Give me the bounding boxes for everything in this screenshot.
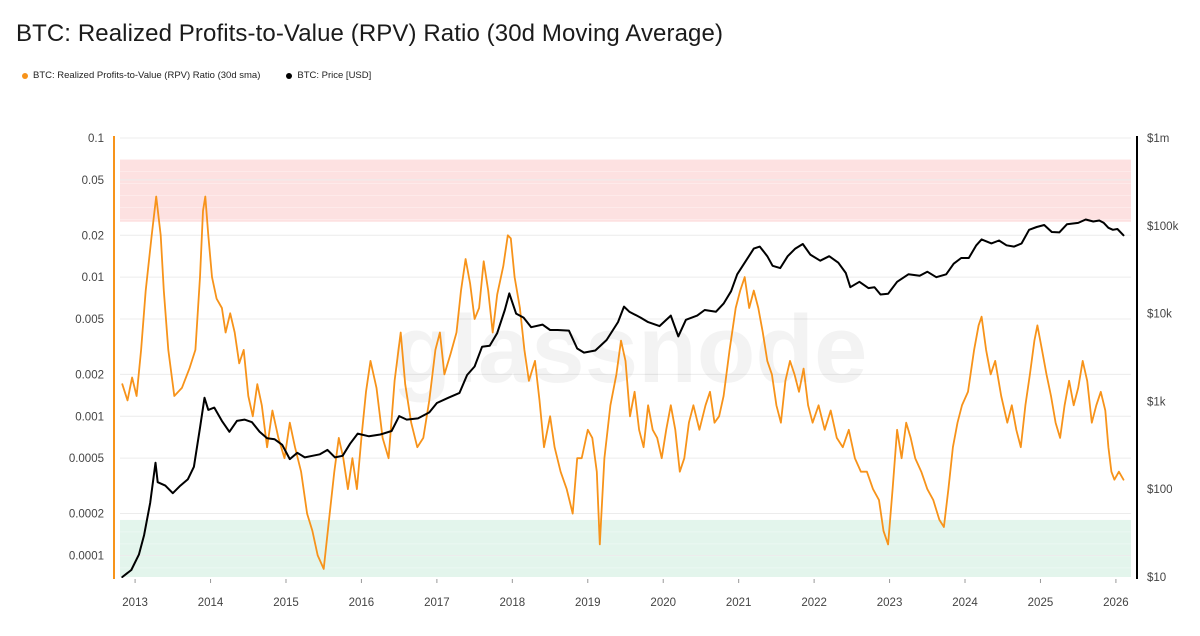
legend-label-rpv: BTC: Realized Profits-to-Value (RPV) Rat… (33, 70, 261, 81)
chart-title: BTC: Realized Profits-to-Value (RPV) Rat… (16, 20, 724, 47)
right-axis-tick-label: $10k (1147, 309, 1172, 321)
zone-low (120, 519, 1131, 577)
left-axis-tick-label: 0.01 (82, 272, 104, 284)
left-axis-tick-label: 0.001 (75, 411, 104, 423)
left-axis-tick-label: 0.1 (88, 133, 104, 145)
x-axis-tick-label: 2024 (952, 597, 978, 609)
right-axis-tick-label: $100 (1147, 484, 1173, 496)
x-axis-tick-label: 2023 (877, 597, 903, 609)
x-axis-tick-label: 2019 (575, 597, 601, 609)
left-axis-tick-label: 0.0002 (69, 509, 104, 521)
x-axis-tick-label: 2025 (1028, 597, 1054, 609)
right-axis-tick-label: $10 (1147, 572, 1166, 584)
left-axis-tick-label: 0.005 (75, 314, 104, 326)
legend-dot-rpv (22, 72, 28, 79)
legend-label-price: BTC: Price [USD] (297, 70, 372, 81)
left-axis-tick-label: 0.05 (82, 175, 104, 187)
x-axis-tick-label: 2021 (726, 597, 752, 609)
zones-layer (120, 159, 1131, 577)
axes-layer: 0.1 0.05 0.02 0.01 0.005 0.002 0.001 0.0005 0.00… (69, 133, 1179, 609)
left-axis-tick-label: 0.02 (82, 230, 104, 242)
x-axis-tick-label: 2013 (122, 597, 148, 609)
legend-item-price[interactable]: BTC: Price [USD] (286, 70, 371, 81)
left-axis-tick-label: 0.002 (75, 369, 104, 381)
x-axis-tick-label: 2020 (650, 597, 676, 609)
zone-high (120, 159, 1131, 222)
x-axis-tick-label: 2018 (500, 597, 526, 609)
right-axis-tick-label: $1m (1147, 133, 1169, 145)
legend-item-rpv[interactable]: BTC: Realized Profits-to-Value (RPV) Rat… (22, 70, 260, 81)
right-axis-tick-label: $1k (1147, 396, 1166, 408)
x-axis-tick-label: 2014 (198, 597, 224, 609)
x-axis-tick-label: 2016 (349, 597, 375, 609)
price-series-line (121, 218, 1125, 578)
legend: BTC: Realized Profits-to-Value (RPV) Rat… (22, 70, 371, 81)
x-axis-tick-label: 2022 (801, 597, 827, 609)
left-axis-tick-label: 0.0005 (69, 453, 104, 465)
legend-dot-price (286, 72, 293, 79)
x-axis-tick-label: 2026 (1103, 597, 1129, 609)
x-axis-tick-label: 2017 (424, 597, 450, 609)
series-layer (121, 195, 1125, 578)
right-axis-tick-label: $100k (1147, 221, 1179, 233)
watermark: glassnode (393, 296, 868, 403)
x-axis-tick-label: 2015 (273, 597, 299, 609)
left-axis-tick-label: 0.0001 (69, 550, 104, 562)
